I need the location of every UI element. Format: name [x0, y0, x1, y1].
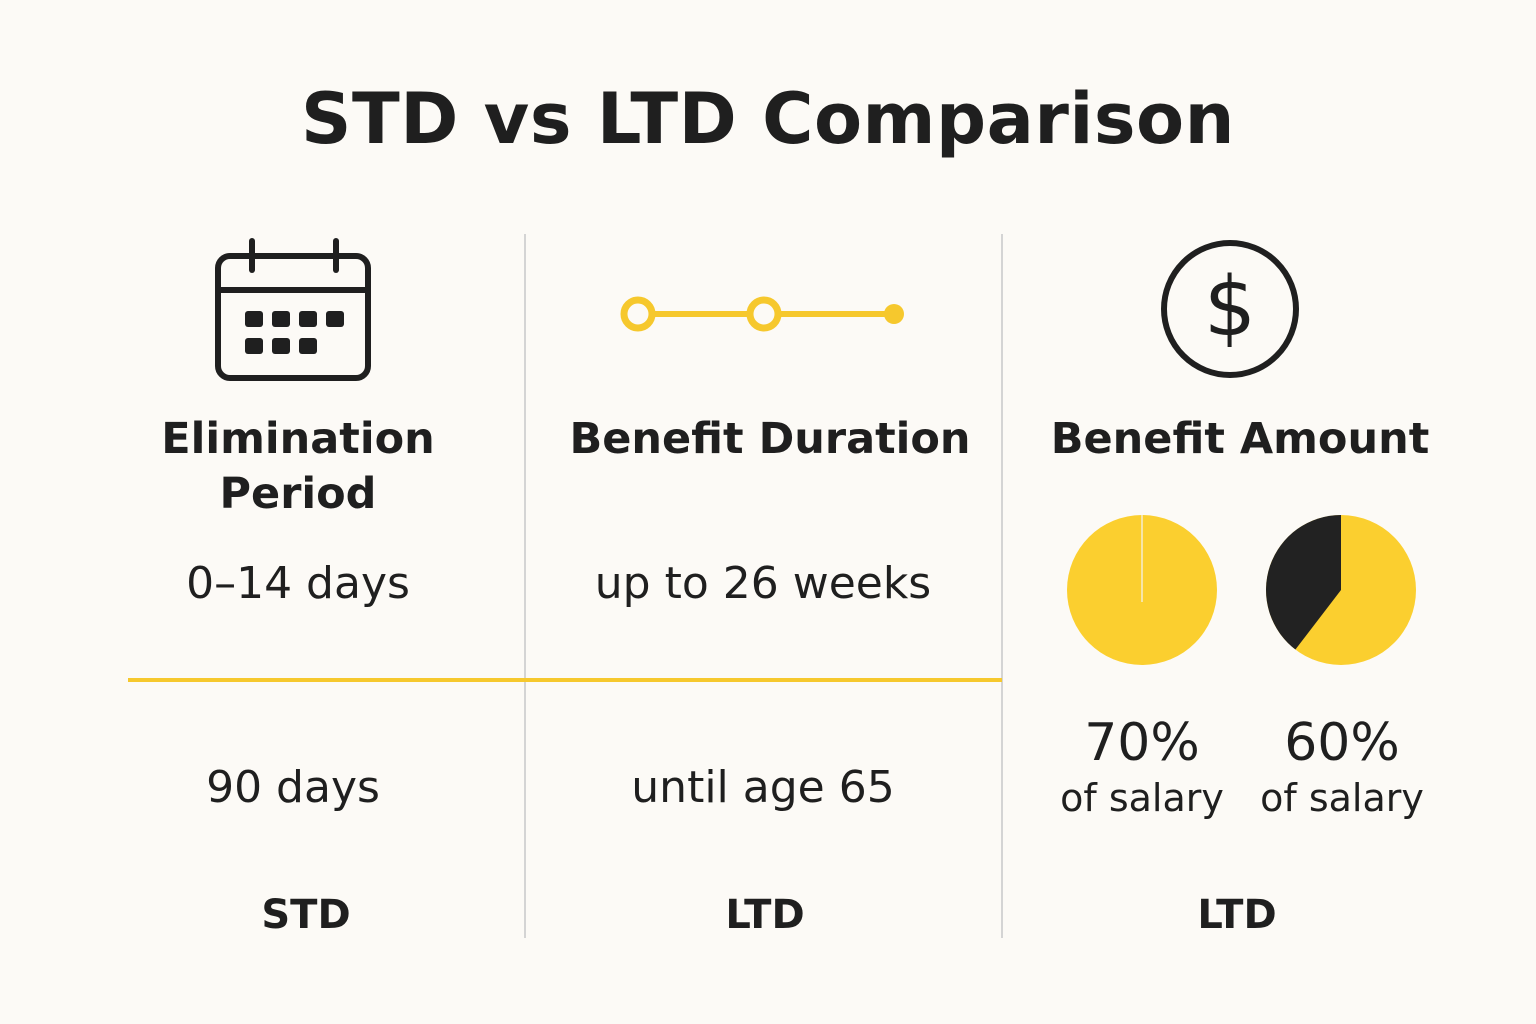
column-footer-std: STD [261, 892, 351, 938]
elimination-period-label-line2: Period [219, 469, 377, 519]
dollar-icon: $ [1159, 238, 1301, 380]
pie-sublabel-70: of salary [1060, 776, 1224, 820]
pie-percent-label-70: 70% [1084, 713, 1200, 773]
calendar-icon [214, 238, 374, 384]
timeline-icon [616, 292, 916, 336]
benefit-amount-pies [1067, 515, 1416, 665]
column-footer-ltd-amount: LTD [1197, 892, 1277, 938]
page-title: STD vs LTD Comparison [301, 78, 1235, 160]
column-divider-2 [1001, 234, 1003, 938]
pie-slice-remainder [1266, 515, 1341, 650]
benefit-duration-label: Benefit Duration [569, 414, 971, 464]
pie-percent-label-60: 60% [1284, 713, 1400, 773]
pie-chart-60 [1266, 515, 1416, 665]
benefit-amount-label: Benefit Amount [1050, 414, 1430, 464]
pie-sublabel-60: of salary [1260, 776, 1424, 820]
std-duration-value: up to 26 weeks [594, 558, 932, 609]
pie-chart-70 [1067, 515, 1217, 665]
std-elimination-value: 0–14 days [186, 558, 410, 609]
ltd-duration-value: until age 65 [631, 762, 895, 813]
column-divider-1 [524, 234, 526, 938]
svg-text:$: $ [1204, 260, 1256, 355]
elimination-period-label: Elimination Period [128, 412, 468, 522]
elimination-period-label-line1: Elimination [161, 414, 435, 464]
row-divider [128, 678, 1002, 682]
column-footer-ltd-duration: LTD [725, 892, 805, 938]
ltd-elimination-value: 90 days [206, 762, 380, 813]
